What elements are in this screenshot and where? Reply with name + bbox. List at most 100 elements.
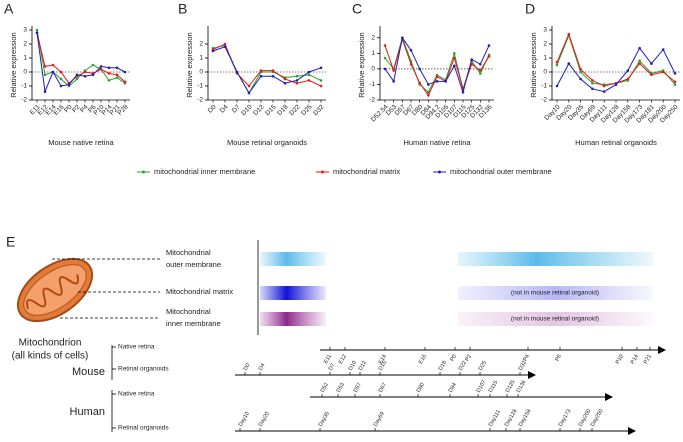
timeline-tick-label: Day35 <box>318 411 331 428</box>
x-tick-label: D12 <box>252 103 266 117</box>
timeline-tick-label: D80 <box>416 382 426 394</box>
timeline-tick-label: D4 <box>258 363 267 372</box>
point <box>91 73 95 77</box>
track-label: Retinal organoids <box>118 425 169 432</box>
compartment-label: inner membrane <box>166 319 221 328</box>
timeline-tick-label: E16 <box>418 354 428 365</box>
point <box>435 75 439 78</box>
compartment-label: Mitochondrial matrix <box>166 287 233 296</box>
point <box>444 80 447 83</box>
point <box>307 73 311 77</box>
point <box>99 65 103 68</box>
x-tick-label: P6 <box>87 103 98 114</box>
point <box>453 64 456 68</box>
point <box>307 79 311 82</box>
x-tick-label: D7 <box>231 103 242 114</box>
timeline-tick-label: P4 <box>522 354 531 363</box>
timeline-tick-label: D7 <box>328 363 337 372</box>
x-tick-label: D25 <box>300 103 314 117</box>
y-tick-label: 3 <box>543 27 547 34</box>
y-axis-label: Relative expression <box>357 32 366 97</box>
panel-label: A <box>4 1 14 17</box>
point <box>319 66 323 70</box>
x-tick-label: D32 <box>312 103 326 117</box>
point <box>123 80 127 84</box>
y-tick-label: 1 <box>23 55 27 62</box>
point <box>427 83 430 86</box>
timeline-tick-label: Day111 <box>488 409 502 428</box>
y-tick-label: 2 <box>23 41 27 48</box>
point <box>247 91 251 95</box>
x-tick-label: D10 <box>240 103 254 117</box>
point <box>614 83 618 86</box>
x-tick-label: D0 <box>207 103 218 114</box>
timeline-tick-label: P14 <box>630 354 640 365</box>
point <box>470 58 473 61</box>
point <box>59 84 63 88</box>
point <box>479 69 482 72</box>
legend-label: mitochondrial outer membrane <box>450 167 552 176</box>
point <box>115 66 119 70</box>
point <box>579 67 582 71</box>
point <box>479 72 482 75</box>
point <box>123 70 127 74</box>
point <box>43 73 47 77</box>
y-tick-label: 3 <box>23 27 27 34</box>
series-line <box>556 32 676 87</box>
point <box>383 44 387 47</box>
x-tick-label: D15 <box>264 103 278 117</box>
y-axis-label: Relative expression <box>9 32 18 97</box>
point <box>650 62 653 65</box>
x-tick-label: D22 <box>288 103 302 117</box>
bars <box>257 240 653 335</box>
timeline-tick-label: E12 <box>338 354 348 365</box>
point <box>59 70 63 74</box>
track-label: Retinal organoids <box>118 366 169 373</box>
timeline-tick-label: D12 <box>358 360 368 372</box>
point <box>259 69 263 72</box>
species-label: Human <box>70 406 105 418</box>
point <box>383 67 387 71</box>
point <box>487 55 491 58</box>
compartment-label: outer membrane <box>166 260 221 269</box>
timeline-tick-label: P2 <box>464 354 473 363</box>
y-axis-label: Relative expression <box>529 32 538 97</box>
timeline-tick-label: Day20 <box>258 411 271 428</box>
point <box>626 69 630 72</box>
mitochondrion-icon <box>16 257 94 323</box>
point <box>319 79 323 82</box>
y-axis-label: Relative expression <box>185 32 194 97</box>
point <box>673 80 677 84</box>
timeline-tick-label: D25 <box>478 360 488 372</box>
point <box>283 77 287 81</box>
point <box>567 32 571 36</box>
point <box>602 84 606 88</box>
timeline-tick-label: Day173 <box>558 408 573 427</box>
point <box>638 62 641 65</box>
point <box>235 70 239 74</box>
track-label: Native retina <box>118 391 155 398</box>
timeline-tick-label: D115 <box>488 380 500 394</box>
point <box>626 77 630 81</box>
point <box>638 46 641 50</box>
point <box>650 73 653 77</box>
point <box>295 81 299 85</box>
x-tick-label: D18 <box>276 103 290 117</box>
point <box>401 36 404 40</box>
point <box>461 90 465 94</box>
point <box>223 42 227 46</box>
point <box>247 84 251 88</box>
point <box>392 80 395 83</box>
series-line <box>36 29 126 87</box>
panel-label: D <box>525 1 535 17</box>
point <box>271 69 275 72</box>
point <box>392 69 395 72</box>
y-tick-label: 0 <box>371 66 375 73</box>
point <box>99 67 103 71</box>
timeline-tick-label: D18 <box>438 360 448 372</box>
timeline-tick-label: D136 <box>516 379 528 393</box>
timeline-tick-label: Day158 <box>518 408 533 427</box>
note: (not in mouse retinal organoid) <box>511 290 599 297</box>
point <box>427 94 430 97</box>
